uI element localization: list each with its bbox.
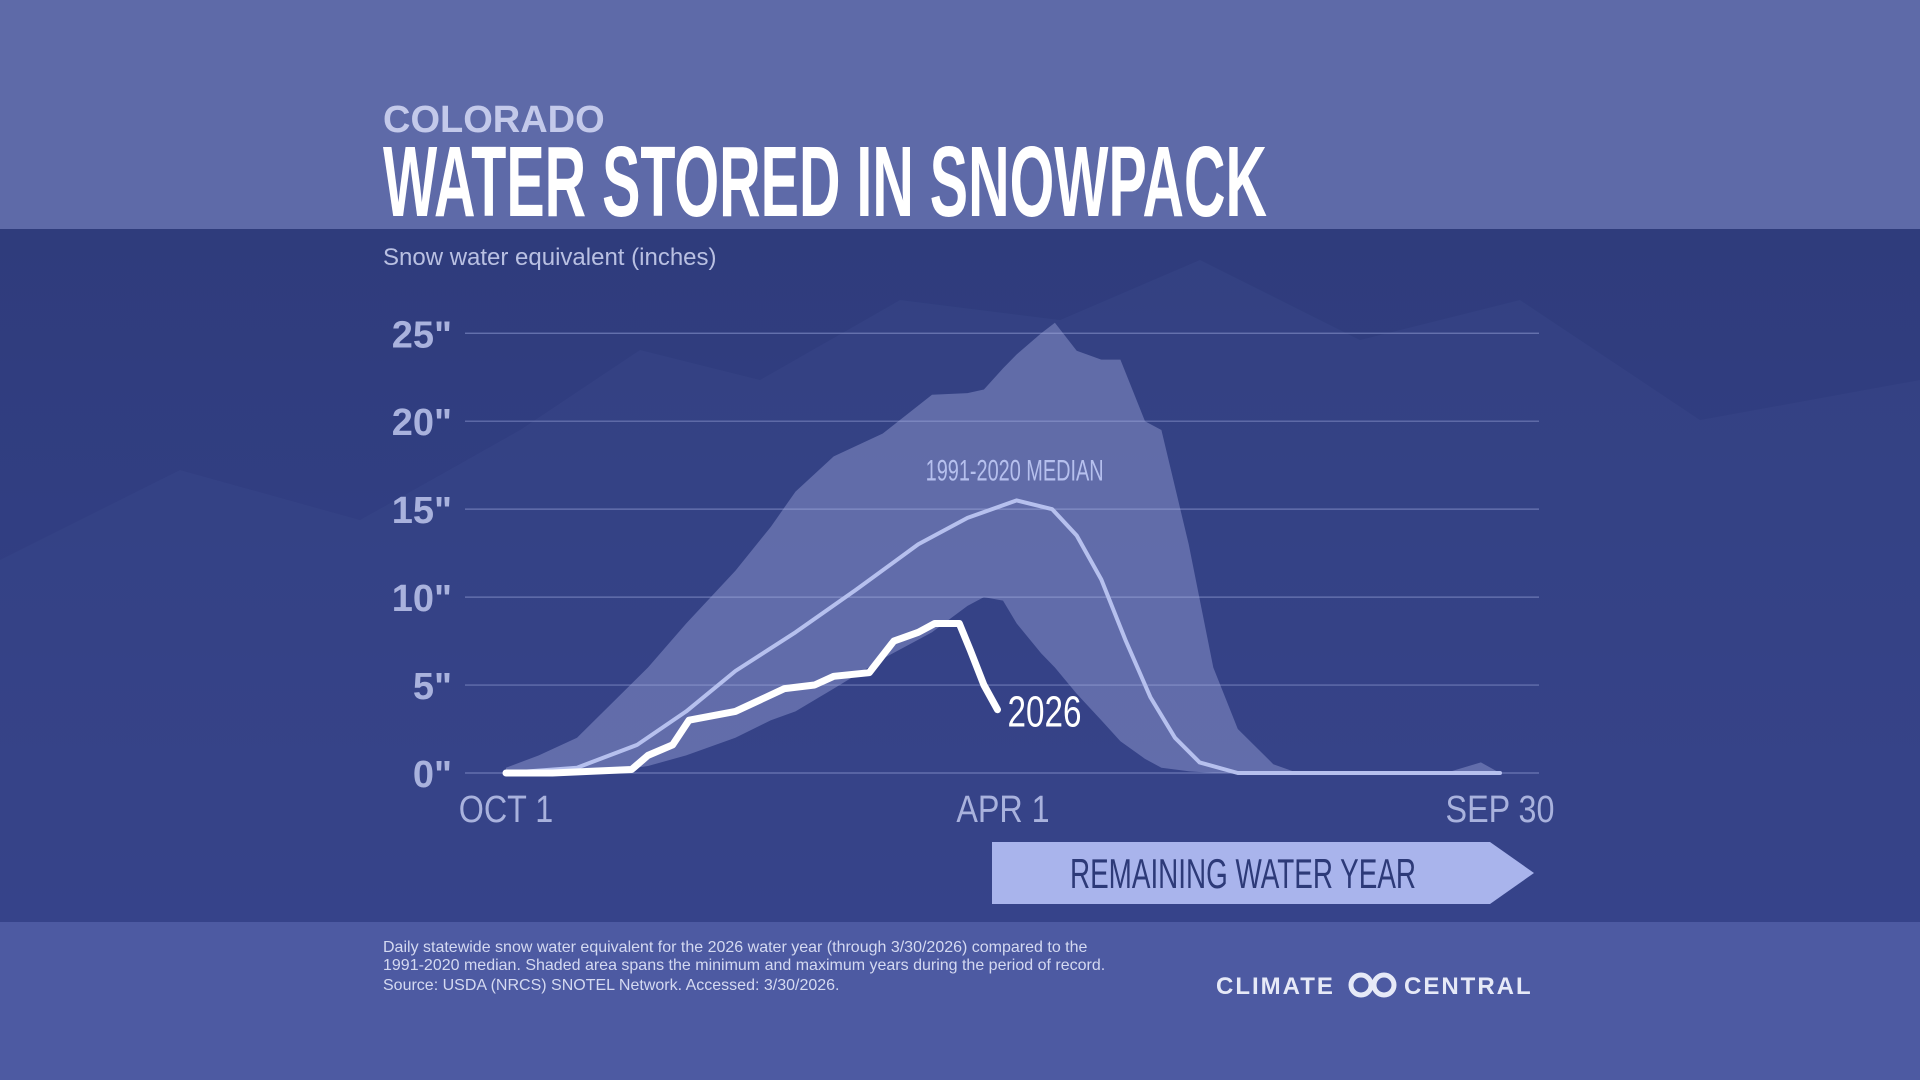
chart-title: WATER STORED IN SNOWPACK	[383, 126, 1267, 238]
header-band	[0, 0, 1920, 229]
chart-band	[0, 229, 1920, 922]
x-tick-label: OCT 1	[459, 789, 553, 831]
series-line	[502, 620, 1001, 777]
y-tick-label: 20"	[392, 402, 452, 444]
y-tick-label: 15"	[392, 490, 452, 532]
logo-icon	[1371, 972, 1397, 998]
note-line: Daily statewide snow water equivalent fo…	[383, 939, 1088, 956]
supertitle: COLORADO	[383, 99, 605, 141]
logo-text: CENTRAL	[1404, 973, 1533, 1000]
series-line	[504, 498, 1502, 775]
y-tick-label: 10"	[392, 578, 452, 620]
note-line: Source: USDA (NRCS) SNOTEL Network. Acce…	[383, 977, 839, 994]
y-tick-label: 5"	[413, 666, 452, 708]
x-tick-label: APR 1	[956, 789, 1049, 831]
footer-band	[0, 922, 1920, 1080]
logo-text: CLIMATE	[1216, 973, 1335, 1000]
mountain-silhouette	[0, 260, 1920, 922]
series-label: 1991-2020 MEDIAN	[926, 454, 1104, 487]
series-label: 2026	[1008, 688, 1082, 737]
logo-icon	[1348, 972, 1374, 998]
y-tick-label: 0"	[413, 754, 452, 796]
remaining-arrow	[992, 842, 1534, 904]
y-axis-label: Snow water equivalent (inches)	[383, 244, 717, 271]
remaining-label: REMAINING WATER YEAR	[1070, 850, 1416, 897]
note-line: 1991-2020 median. Shaded area spans the …	[383, 957, 1105, 974]
y-tick-label: 25"	[392, 314, 452, 356]
x-tick-label: SEP 30	[1446, 789, 1555, 831]
